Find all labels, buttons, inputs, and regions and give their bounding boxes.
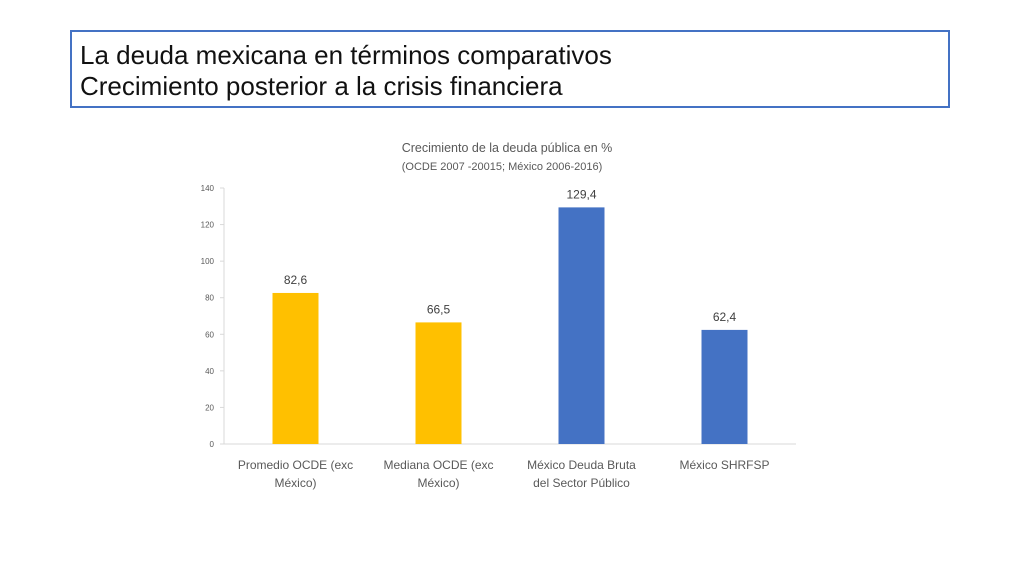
category-label: México Deuda Bruta del Sector Público (527, 458, 636, 490)
chart-subtitle: (OCDE 2007 -20015; México 2006-2016) (402, 161, 603, 173)
category-label: Mediana OCDE (exc México) (383, 458, 493, 490)
y-tick-label: 40 (205, 367, 214, 376)
y-tick-label: 100 (201, 257, 215, 266)
data-label: 66,5 (427, 302, 451, 316)
data-label: 129,4 (566, 187, 596, 201)
plot-area: 0 20 40 60 80 100 120 140 82,6 Promedio OCDE (exc… (201, 184, 796, 490)
bar (701, 329, 748, 444)
data-label: 62,4 (713, 310, 737, 324)
bar (558, 207, 605, 444)
y-tick-label: 20 (205, 403, 214, 412)
bar (415, 322, 462, 444)
y-tick-label: 0 (210, 440, 215, 449)
slide-title-line-1: La deuda mexicana en términos comparativ… (80, 40, 612, 70)
category-label: México SHRFSP (679, 458, 769, 472)
data-label: 82,6 (284, 273, 308, 287)
category-label: Promedio OCDE (exc México) (238, 458, 353, 490)
chart-title: Crecimiento de la deuda pública en % (402, 141, 613, 155)
y-tick-label: 80 (205, 294, 214, 303)
bar (272, 292, 319, 444)
slide-title-line-2: Crecimiento posterior a la crisis financ… (80, 71, 563, 101)
y-tick-label: 140 (201, 184, 215, 193)
slide-title: La deuda mexicana en términos comparativ… (70, 30, 950, 108)
y-tick-label: 60 (205, 330, 214, 339)
y-tick-label: 120 (201, 221, 215, 230)
